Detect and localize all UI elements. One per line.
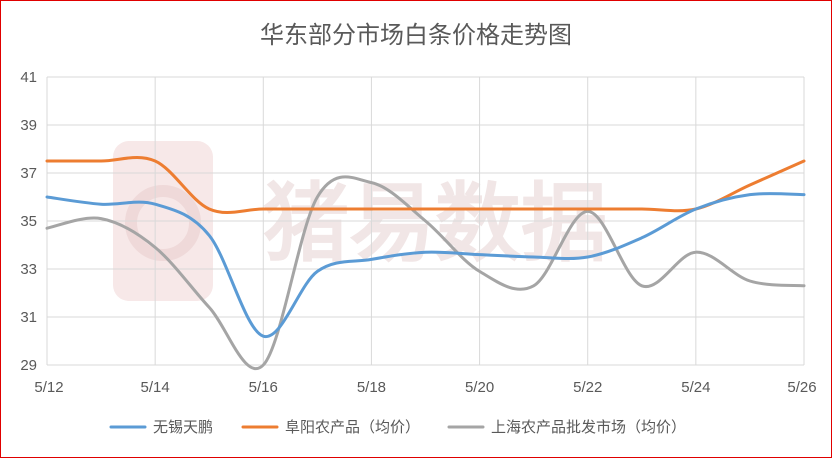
y-tick-label: 35: [20, 213, 37, 230]
legend-label-2: 上海农产品批发市场（均价）: [491, 418, 686, 436]
y-tick-label: 31: [20, 309, 37, 326]
x-tick-label: 5/20: [465, 379, 494, 396]
y-tick-label: 41: [20, 69, 37, 86]
y-axis: 29 31 33 35 37 39 41: [20, 69, 37, 374]
y-tick-label: 37: [20, 165, 37, 182]
series-line-1: [45, 155, 806, 215]
x-tick-label: 5/12: [34, 379, 63, 396]
legend-label-1: 阜阳农产品（均价）: [285, 418, 420, 436]
series-lines: [45, 155, 806, 370]
series-line-0: [45, 192, 806, 338]
x-tick-label: 5/14: [141, 379, 170, 396]
y-tick-label: 29: [20, 357, 37, 374]
legend-label-0: 无锡天鹏: [153, 418, 213, 436]
x-tick-label: 5/22: [573, 379, 602, 396]
x-tick-label: 5/24: [681, 379, 710, 396]
legend: 无锡天鹏 阜阳农产品（均价） 上海农产品批发市场（均价）: [109, 418, 686, 436]
y-tick-label: 33: [20, 261, 37, 278]
y-tick-label: 39: [20, 117, 37, 134]
x-tick-label: 5/18: [357, 379, 386, 396]
x-tick-label: 5/16: [249, 379, 278, 396]
x-tick-label: 5/26: [787, 379, 816, 396]
chart-title: 华东部分市场白条价格走势图: [260, 21, 572, 49]
x-axis: 5/12 5/14 5/16 5/18 5/20 5/22 5/24 5/26: [34, 379, 816, 396]
series-line-2: [45, 175, 806, 370]
